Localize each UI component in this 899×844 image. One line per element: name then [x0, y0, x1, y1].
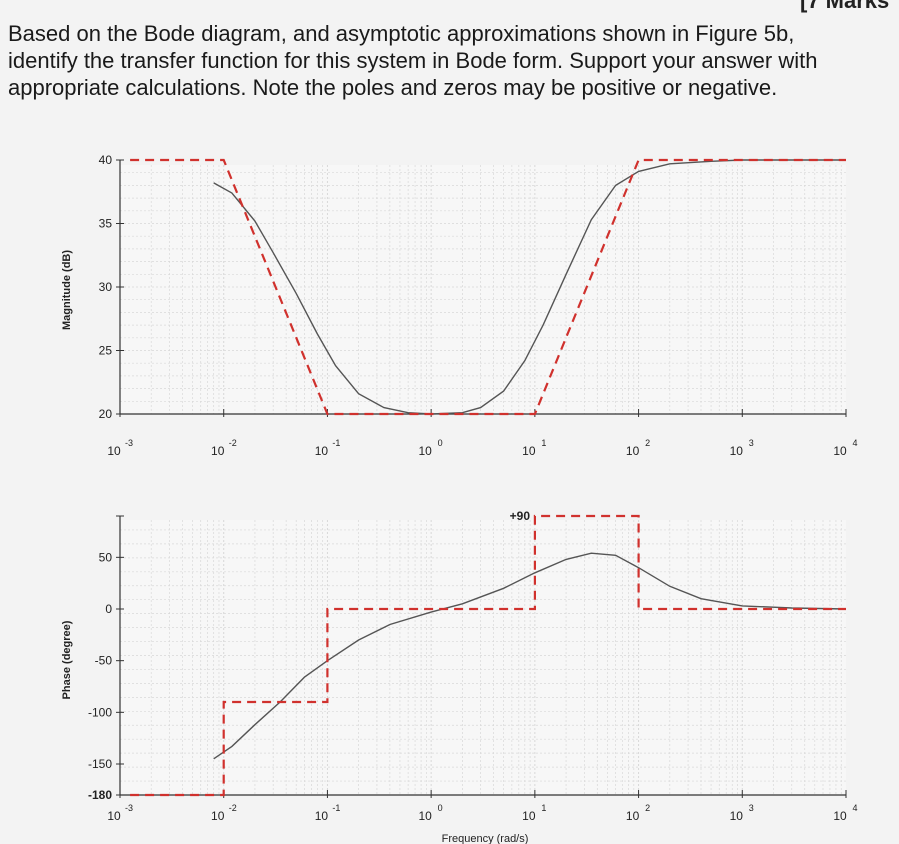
phase-x-tick-exponent: -3	[125, 803, 133, 813]
phase-y-tick-label: +90	[510, 509, 531, 523]
phase-x-tick-label: 10	[626, 809, 640, 823]
phase-x-tick-exponent: 1	[541, 803, 546, 813]
mag-plot-area	[120, 165, 846, 414]
phase-plot: Phase (degree) Frequency (rad/s) 10-310-…	[61, 509, 858, 844]
phase-y-tick-label: -50	[95, 654, 113, 668]
mag-x-tick-exponent: -2	[229, 438, 237, 448]
mag-x-tick-exponent: 3	[749, 438, 754, 448]
phase-x-tick-label: 10	[522, 809, 536, 823]
mag-x-tick-label: 10	[730, 444, 744, 458]
phase-x-tick-label: 10	[107, 809, 121, 823]
mag-asymptote-line	[130, 158, 846, 416]
phase-x-tick-label: 10	[730, 809, 744, 823]
marks-label: [7 Marks	[800, 0, 890, 13]
mag-y-tick-label: 25	[99, 344, 113, 358]
mag-y-tick-label: 30	[99, 280, 113, 294]
mag-actual-response-line	[213, 159, 846, 415]
mag-x-tick-label: 10	[626, 444, 640, 458]
question-line-1: Based on the Bode diagram, and asymptoti…	[8, 21, 795, 46]
magnitude-axis-title: Magnitude (dB)	[61, 250, 73, 330]
phase-x-tick-label: 10	[833, 809, 847, 823]
question-line-2: identify the transfer function for this …	[8, 48, 818, 73]
mag-y-tick-label: 40	[99, 153, 113, 167]
mag-y-tick-label: 35	[99, 217, 113, 231]
phase-x-tick-exponent: 2	[645, 803, 650, 813]
phase-x-tick-exponent: 0	[438, 803, 443, 813]
phase-x-tick-label: 10	[315, 809, 329, 823]
phase-plot-area	[120, 520, 846, 795]
phase-y-tick-label: 50	[99, 550, 113, 564]
mag-x-tick-exponent: 0	[438, 438, 443, 448]
phase-x-tick-label: 10	[211, 809, 225, 823]
mag-x-tick-label: 10	[211, 444, 225, 458]
mag-x-tick-label: 10	[418, 444, 432, 458]
mag-x-tick-label: 10	[315, 444, 329, 458]
question-line-3: appropriate calculations. Note the poles…	[8, 75, 778, 100]
mag-x-tick-exponent: 2	[645, 438, 650, 448]
phase-axis-title: Phase (degree)	[61, 620, 73, 699]
mag-y-tick-label: 20	[99, 407, 113, 421]
mag-x-tick-exponent: 1	[541, 438, 546, 448]
frequency-axis-title: Frequency (rad/s)	[442, 833, 529, 844]
phase-y-tick-label: -150	[88, 757, 112, 771]
question-text: Based on the Bode diagram, and asymptoti…	[8, 20, 888, 101]
mag-x-tick-label: 10	[522, 444, 536, 458]
phase-actual-response-line	[213, 552, 847, 760]
mag-x-tick-exponent: -1	[332, 438, 340, 448]
phase-x-tick-exponent: -2	[229, 803, 237, 813]
phase-asymptote-line	[130, 514, 846, 797]
phase-x-tick-exponent: 4	[852, 803, 857, 813]
phase-y-tick-label: -100	[88, 705, 112, 719]
phase-y-tick-label: 0	[105, 602, 112, 616]
phase-x-tick-exponent: 3	[749, 803, 754, 813]
phase-x-tick-label: 10	[418, 809, 432, 823]
magnitude-plot: Magnitude (dB) 10-310-210-11001011021031…	[61, 153, 858, 458]
mag-x-tick-exponent: 4	[852, 438, 857, 448]
mag-x-tick-label: 10	[833, 444, 847, 458]
phase-y-tick-label: -180	[88, 788, 112, 802]
phase-x-tick-exponent: -1	[332, 803, 340, 813]
mag-x-tick-label: 10	[107, 444, 121, 458]
mag-x-tick-exponent: -3	[125, 438, 133, 448]
